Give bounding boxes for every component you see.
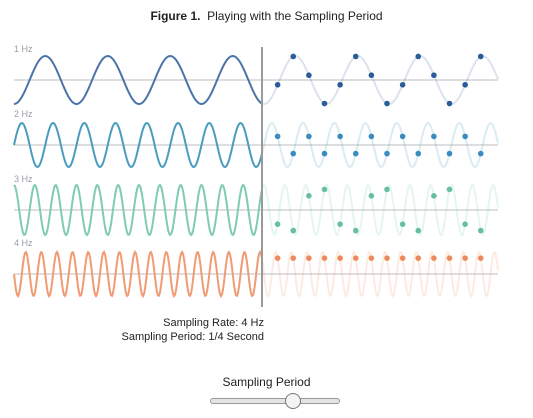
sample-point [477,150,484,157]
sample-point [446,255,453,261]
sample-point [446,100,453,107]
sampling-period-text: Sampling Period: 1/4 Second [121,331,264,343]
sampling-rate-text: Sampling Rate: 4 Hz [163,317,264,329]
wave-solid [13,249,263,299]
sample-point [368,255,375,261]
wave-faded [261,55,499,106]
sample-point [384,150,390,157]
sample-point [462,221,468,227]
sample-point [462,255,468,261]
sample-point [399,81,406,88]
sample-point [368,72,375,79]
row-label: 3 Hz [14,174,33,184]
sample-point [399,255,406,261]
slider-label: Sampling Period [222,375,311,389]
sampling-readout: Sampling Rate: 4 Hz Sampling Period: 1/4… [122,316,264,344]
sample-point [290,150,297,157]
sample-point [477,255,484,261]
sample-point [321,150,328,157]
wave-faded [261,183,499,237]
figure-number: Figure 1. [150,9,201,23]
sample-point [352,227,359,234]
wave-faded [261,249,499,299]
sample-point [274,81,281,88]
sample-point [477,53,484,60]
sample-point [415,53,422,60]
row-label: 4 Hz [14,238,33,248]
wave-row-3hz: 3 Hz [13,174,499,237]
sample-point [431,193,437,199]
sample-point [274,221,281,227]
sample-point [384,255,390,261]
sample-point [337,255,343,261]
sample-point [337,221,343,227]
sample-point [431,255,437,261]
sample-point [274,255,281,261]
wave-solid [13,183,263,237]
sample-point [321,255,328,261]
wave-faded [261,121,499,169]
row-label: 2 Hz [14,109,33,119]
sample-point [462,81,468,88]
sampling-period-slider[interactable] [210,393,340,409]
sample-point [415,150,422,157]
wave-row-1hz: 1 Hz [13,44,499,107]
row-label: 1 Hz [14,44,33,54]
slider-track[interactable] [210,398,340,404]
sample-point [306,133,312,140]
sample-point [368,133,375,140]
sample-point [337,133,343,140]
sample-point [352,150,359,157]
sample-point [337,81,343,88]
wave-row-4hz: 4 Hz [13,238,499,299]
sample-point [446,186,453,193]
sample-point [321,100,328,107]
sample-point [431,72,437,79]
wave-row-2hz: 2 Hz [13,109,499,169]
sample-point [352,53,359,60]
sample-point [477,227,484,234]
figure-title: Figure 1. Playing with the Sampling Peri… [0,9,533,23]
sample-point [384,100,390,107]
sample-point [415,227,422,234]
sample-point [290,227,297,234]
wave-solid [13,121,263,169]
sample-point [290,255,297,261]
sample-point [415,255,422,261]
sample-point [306,72,312,79]
slider-thumb[interactable] [285,393,302,409]
sample-point [431,133,437,140]
sample-point [306,193,312,199]
wave-solid [13,55,263,106]
sample-point [290,53,297,60]
sample-point [399,221,406,227]
sample-point [274,133,281,140]
sample-point [352,255,359,261]
sample-point [462,133,468,140]
sample-point [368,193,375,199]
figure-title-text: Playing with the Sampling Period [207,9,383,23]
sample-point [399,133,406,140]
sample-point [321,186,328,193]
sample-point [306,255,312,261]
sample-point [446,150,453,157]
sample-point [384,186,390,193]
